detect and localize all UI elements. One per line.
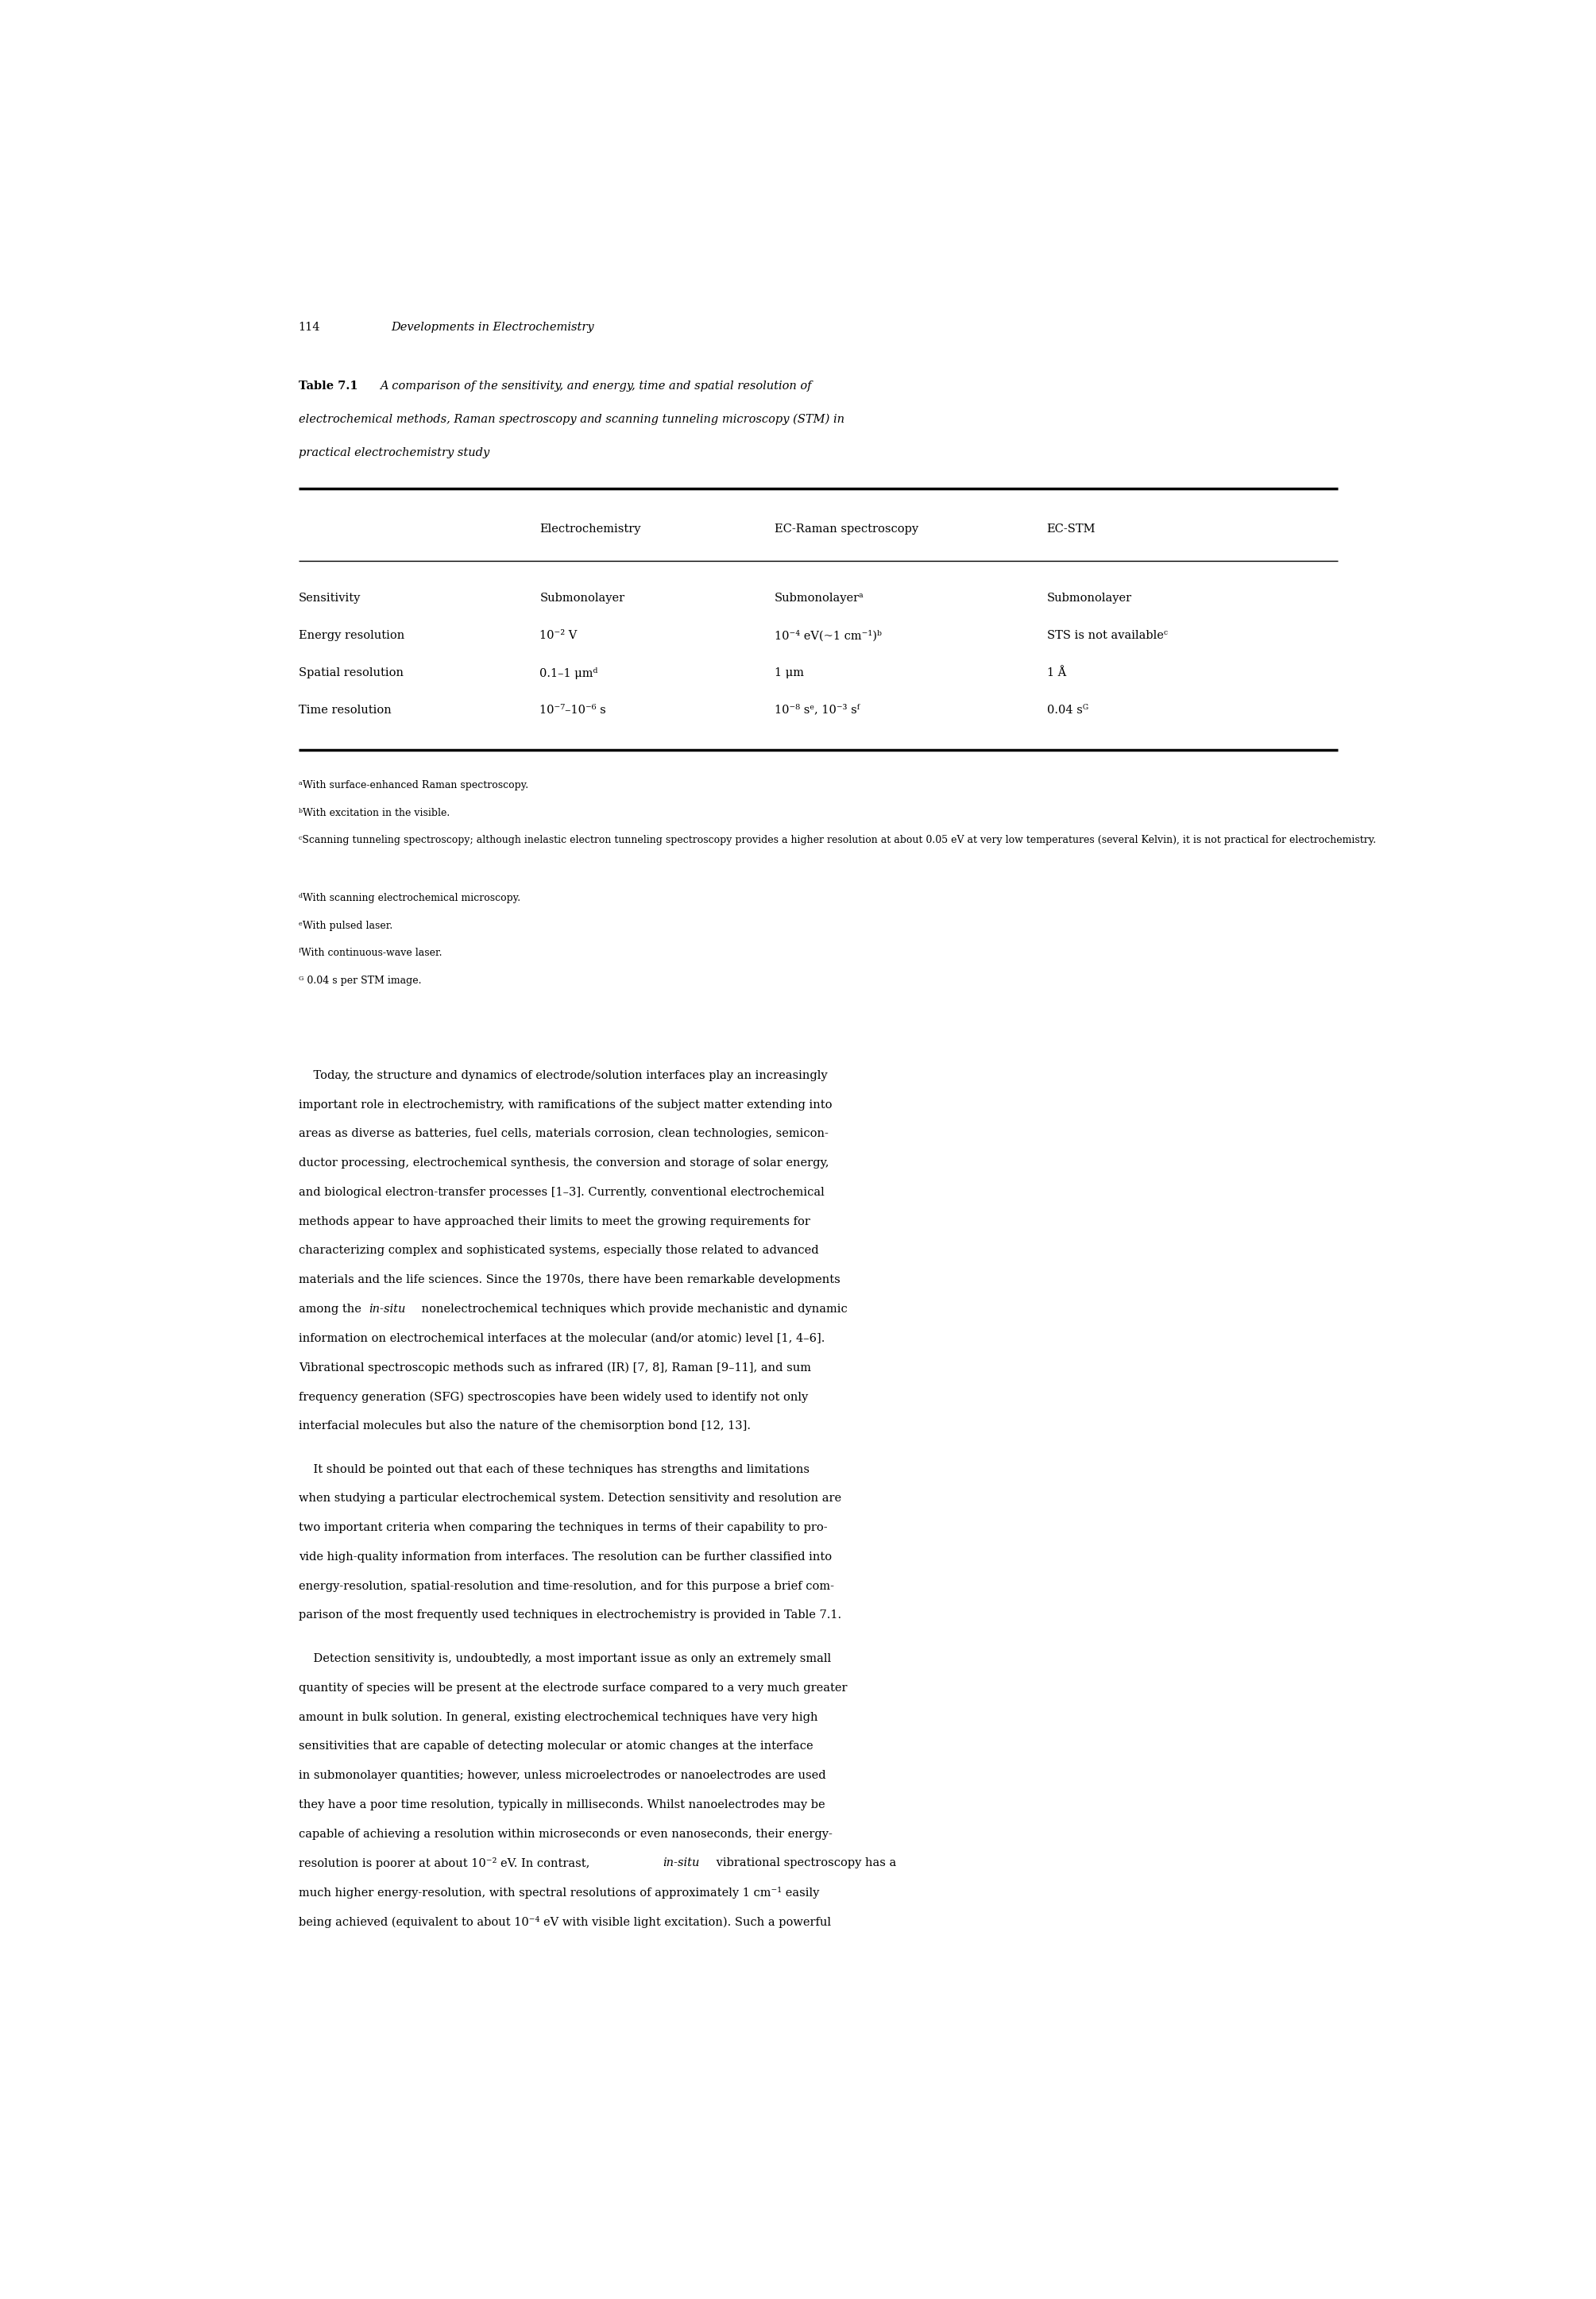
- Text: and biological electron-transfer processes [1–3]. Currently, conventional electr: and biological electron-transfer process…: [298, 1186, 824, 1198]
- Text: when studying a particular electrochemical system. Detection sensitivity and res: when studying a particular electrochemic…: [298, 1492, 841, 1504]
- Text: two important criteria when comparing the techniques in terms of their capabilit: two important criteria when comparing th…: [298, 1522, 827, 1533]
- Text: 114: 114: [298, 322, 321, 333]
- Text: ᵃWith surface-enhanced Raman spectroscopy.: ᵃWith surface-enhanced Raman spectroscop…: [298, 779, 528, 791]
- Text: Energy resolution: Energy resolution: [298, 630, 404, 641]
- Text: frequency generation (SFG) spectroscopies have been widely used to identify not : frequency generation (SFG) spectroscopie…: [298, 1391, 808, 1402]
- Text: characterizing complex and sophisticated systems, especially those related to ad: characterizing complex and sophisticated…: [298, 1246, 819, 1255]
- Text: methods appear to have approached their limits to meet the growing requirements : methods appear to have approached their …: [298, 1216, 809, 1228]
- Text: materials and the life sciences. Since the 1970s, there have been remarkable dev: materials and the life sciences. Since t…: [298, 1274, 839, 1285]
- Text: quantity of species will be present at the electrode surface compared to a very : quantity of species will be present at t…: [298, 1683, 847, 1694]
- Text: Developments in Electrochemistry: Developments in Electrochemistry: [391, 322, 594, 333]
- Text: Spatial resolution: Spatial resolution: [298, 667, 404, 678]
- Text: practical electrochemistry study: practical electrochemistry study: [298, 448, 490, 460]
- Text: EC-STM: EC-STM: [1047, 524, 1095, 536]
- Text: ᶜScanning tunneling spectroscopy; although inelastic electron tunneling spectros: ᶜScanning tunneling spectroscopy; althou…: [298, 835, 1376, 846]
- Text: in-situ: in-situ: [369, 1304, 405, 1315]
- Text: vibrational spectroscopy has a: vibrational spectroscopy has a: [712, 1858, 895, 1869]
- Text: ᵈWith scanning electrochemical microscopy.: ᵈWith scanning electrochemical microscop…: [298, 892, 520, 904]
- Text: It should be pointed out that each of these techniques has strengths and limitat: It should be pointed out that each of th…: [298, 1464, 809, 1476]
- Text: Today, the structure and dynamics of electrode/solution interfaces play an incre: Today, the structure and dynamics of ele…: [298, 1069, 827, 1081]
- Text: 10⁻⁴ eV(~1 cm⁻¹)ᵇ: 10⁻⁴ eV(~1 cm⁻¹)ᵇ: [774, 630, 883, 641]
- Text: being achieved (equivalent to about 10⁻⁴ eV with visible light excitation). Such: being achieved (equivalent to about 10⁻⁴…: [298, 1915, 830, 1929]
- Text: ductor processing, electrochemical synthesis, the conversion and storage of sola: ductor processing, electrochemical synth…: [298, 1156, 828, 1168]
- Text: Submonolayerᵃ: Submonolayerᵃ: [774, 593, 863, 605]
- Text: resolution is poorer at about 10⁻² eV. In contrast,: resolution is poorer at about 10⁻² eV. I…: [298, 1858, 594, 1869]
- Text: much higher energy-resolution, with spectral resolutions of approximately 1 cm⁻¹: much higher energy-resolution, with spec…: [298, 1887, 819, 1899]
- Text: information on electrochemical interfaces at the molecular (and/or atomic) level: information on electrochemical interface…: [298, 1333, 825, 1345]
- Text: Vibrational spectroscopic methods such as infrared (IR) [7, 8], Raman [9–11], an: Vibrational spectroscopic methods such a…: [298, 1361, 811, 1373]
- Text: ᶠWith continuous-wave laser.: ᶠWith continuous-wave laser.: [298, 947, 442, 959]
- Text: capable of achieving a resolution within microseconds or even nanoseconds, their: capable of achieving a resolution within…: [298, 1828, 832, 1839]
- Text: Submonolayer: Submonolayer: [539, 593, 624, 605]
- Text: A comparison of the sensitivity, and energy, time and spatial resolution of: A comparison of the sensitivity, and ene…: [380, 379, 812, 391]
- Text: vide high-quality information from interfaces. The resolution can be further cla: vide high-quality information from inter…: [298, 1552, 832, 1563]
- Text: ᵉWith pulsed laser.: ᵉWith pulsed laser.: [298, 920, 393, 931]
- Text: Table 7.1: Table 7.1: [298, 379, 358, 391]
- Text: Electrochemistry: Electrochemistry: [539, 524, 642, 536]
- Text: Detection sensitivity is, undoubtedly, a most important issue as only an extreme: Detection sensitivity is, undoubtedly, a…: [298, 1653, 832, 1664]
- Text: STS is not availableᶜ: STS is not availableᶜ: [1047, 630, 1168, 641]
- Text: 0.04 sᴳ: 0.04 sᴳ: [1047, 703, 1088, 715]
- Text: Sensitivity: Sensitivity: [298, 593, 361, 605]
- Text: 1 μm: 1 μm: [774, 667, 804, 678]
- Text: ᴳ 0.04 s per STM image.: ᴳ 0.04 s per STM image.: [298, 975, 421, 986]
- Text: amount in bulk solution. In general, existing electrochemical techniques have ve: amount in bulk solution. In general, exi…: [298, 1713, 817, 1722]
- Text: parison of the most frequently used techniques in electrochemistry is provided i: parison of the most frequently used tech…: [298, 1609, 841, 1621]
- Text: energy-resolution, spatial-resolution and time-resolution, and for this purpose : energy-resolution, spatial-resolution an…: [298, 1582, 833, 1591]
- Text: 1 Å: 1 Å: [1047, 667, 1066, 678]
- Text: 10⁻⁸ sᵉ, 10⁻³ sᶠ: 10⁻⁸ sᵉ, 10⁻³ sᶠ: [774, 703, 860, 715]
- Text: ᵇWith excitation in the visible.: ᵇWith excitation in the visible.: [298, 807, 450, 818]
- Text: important role in electrochemistry, with ramifications of the subject matter ext: important role in electrochemistry, with…: [298, 1099, 832, 1110]
- Text: in-situ: in-situ: [664, 1858, 701, 1869]
- Text: in submonolayer quantities; however, unless microelectrodes or nanoelectrodes ar: in submonolayer quantities; however, unl…: [298, 1770, 825, 1782]
- Text: sensitivities that are capable of detecting molecular or atomic changes at the i: sensitivities that are capable of detect…: [298, 1740, 812, 1752]
- Text: 0.1–1 μmᵈ: 0.1–1 μmᵈ: [539, 667, 598, 678]
- Text: electrochemical methods, Raman spectroscopy and scanning tunneling microscopy (S: electrochemical methods, Raman spectrosc…: [298, 414, 844, 425]
- Text: 10⁻² V: 10⁻² V: [539, 630, 578, 641]
- Text: among the: among the: [298, 1304, 365, 1315]
- Text: Time resolution: Time resolution: [298, 703, 391, 715]
- Text: nonelectrochemical techniques which provide mechanistic and dynamic: nonelectrochemical techniques which prov…: [418, 1304, 847, 1315]
- Text: Submonolayer: Submonolayer: [1047, 593, 1132, 605]
- Text: EC-Raman spectroscopy: EC-Raman spectroscopy: [774, 524, 919, 536]
- Text: areas as diverse as batteries, fuel cells, materials corrosion, clean technologi: areas as diverse as batteries, fuel cell…: [298, 1129, 828, 1140]
- Text: they have a poor time resolution, typically in milliseconds. Whilst nanoelectrod: they have a poor time resolution, typica…: [298, 1800, 825, 1809]
- Text: interfacial molecules but also the nature of the chemisorption bond [12, 13].: interfacial molecules but also the natur…: [298, 1421, 750, 1432]
- Text: 10⁻⁷–10⁻⁶ s: 10⁻⁷–10⁻⁶ s: [539, 703, 606, 715]
